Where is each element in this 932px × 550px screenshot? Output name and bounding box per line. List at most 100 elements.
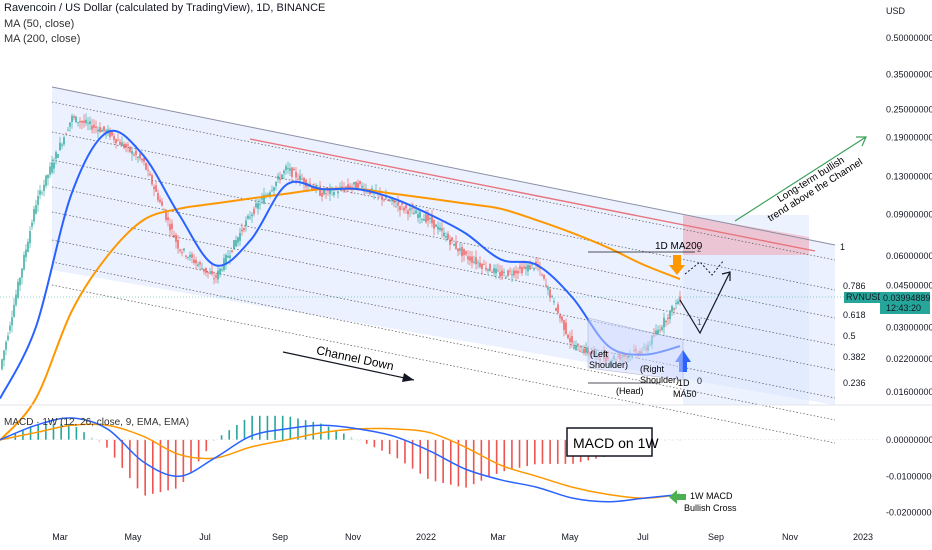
macd-hist-bar	[511, 439, 513, 470]
candle-body	[235, 240, 237, 247]
price-axis[interactable]: USD 0.50000000 0.35000000 0.25000000 0.1900…	[886, 6, 932, 397]
macd-hist-bar	[243, 419, 246, 440]
candle-body	[103, 126, 105, 131]
candle-body	[357, 182, 359, 189]
macd-hist-bar	[159, 439, 162, 493]
candle-body	[183, 248, 185, 251]
price-tick-label: 0.04500000	[886, 281, 932, 291]
left-shoulder-2: Shoulder)	[589, 360, 628, 370]
candle-body	[329, 188, 331, 195]
candle-body	[57, 154, 59, 158]
macd-hist-bar	[518, 439, 521, 468]
wave-1-label: 1	[697, 318, 702, 327]
candle-body	[661, 327, 663, 330]
candle-body	[441, 228, 443, 231]
candle-body	[353, 182, 355, 185]
macd-tick-label: -0.02000000	[886, 508, 932, 518]
fib-channel-line	[51, 131, 836, 291]
candle-body	[473, 261, 475, 263]
candle-body	[655, 330, 657, 335]
candle-body	[179, 249, 181, 251]
macd-hist-bar	[503, 439, 506, 472]
candle-body	[91, 125, 93, 130]
candle-body	[27, 241, 29, 252]
fib-channel-line	[51, 186, 836, 346]
candle-body	[143, 158, 145, 162]
candle-body	[219, 268, 221, 275]
candle-body	[5, 342, 7, 350]
candle-body	[175, 234, 177, 242]
candle-body	[583, 348, 585, 354]
candle-body	[521, 267, 523, 274]
candle-body	[425, 214, 427, 223]
time-tick-label: 2022	[416, 532, 436, 542]
fib-label-1: 1	[840, 242, 845, 252]
candle-body	[573, 346, 575, 349]
candle-body	[157, 192, 159, 201]
candle-body	[513, 270, 515, 276]
candle-body	[341, 186, 343, 189]
ma200-label: 1D MA200	[655, 241, 703, 252]
candle-body	[413, 212, 415, 215]
candle-body	[509, 270, 511, 272]
candle-body	[43, 184, 45, 192]
time-tick-label: Sep	[272, 532, 288, 542]
candle-body	[361, 185, 363, 188]
macd-hist-bar	[343, 433, 345, 440]
candle-body	[153, 186, 155, 190]
macd-hist-bar	[190, 439, 192, 472]
candle-body	[115, 139, 117, 144]
candle-body	[101, 129, 103, 132]
candle-body	[127, 144, 129, 146]
fib-channel-line	[51, 101, 836, 261]
candle-body	[221, 269, 223, 271]
candle-body	[455, 242, 457, 249]
candle-body	[81, 121, 83, 123]
candle-body	[227, 255, 229, 258]
candle-body	[475, 257, 477, 265]
macd-hist-bar	[434, 439, 437, 482]
candle-body	[471, 256, 473, 263]
candle-body	[577, 343, 579, 346]
candle-body	[39, 190, 41, 195]
price-tick-label: 0.09000000	[886, 209, 932, 219]
candle-body	[201, 268, 203, 270]
macd-title-box	[566, 427, 653, 457]
chart-title: Ravencoin / US Dollar (calculated by Tra…	[4, 2, 326, 14]
candle-body	[149, 173, 151, 176]
macd-axis[interactable]: 0.00000000 -0.01000000 -0.02000000	[886, 435, 932, 518]
candle-body	[557, 304, 559, 313]
candle-body	[433, 219, 435, 229]
macd-hist-bar	[297, 418, 299, 440]
fib-channel-line	[51, 239, 836, 399]
candle-body	[325, 193, 327, 194]
candle-body	[45, 175, 47, 186]
candle-body	[485, 267, 487, 270]
macd-hist-bar	[320, 423, 322, 440]
candle-body	[129, 146, 131, 152]
macd-hist-bar	[236, 424, 238, 440]
candle-body	[321, 192, 323, 197]
time-axis[interactable]: Mar May Jul Sep Nov 2022 Mar May Jul Sep Nov 2023	[52, 532, 873, 542]
projection-path	[679, 271, 731, 335]
macd-hist-bar	[556, 439, 559, 464]
macd-hist-bar	[549, 439, 551, 464]
candle-body	[9, 325, 11, 331]
dotted-projection	[684, 259, 725, 276]
candle-body	[545, 284, 547, 286]
candle-body	[173, 235, 175, 238]
candle-body	[17, 281, 19, 298]
candle-body	[675, 302, 677, 304]
candle-body	[411, 208, 413, 210]
candle-body	[93, 124, 95, 128]
fib-channel-lines	[51, 101, 836, 444]
candle-body	[491, 272, 493, 273]
candle-body	[569, 338, 571, 342]
candle-body	[83, 120, 85, 123]
candle-body	[253, 208, 255, 215]
candle-body	[297, 178, 299, 180]
candle-body	[181, 252, 183, 254]
candle-body	[399, 206, 401, 211]
candle-body	[393, 199, 395, 203]
